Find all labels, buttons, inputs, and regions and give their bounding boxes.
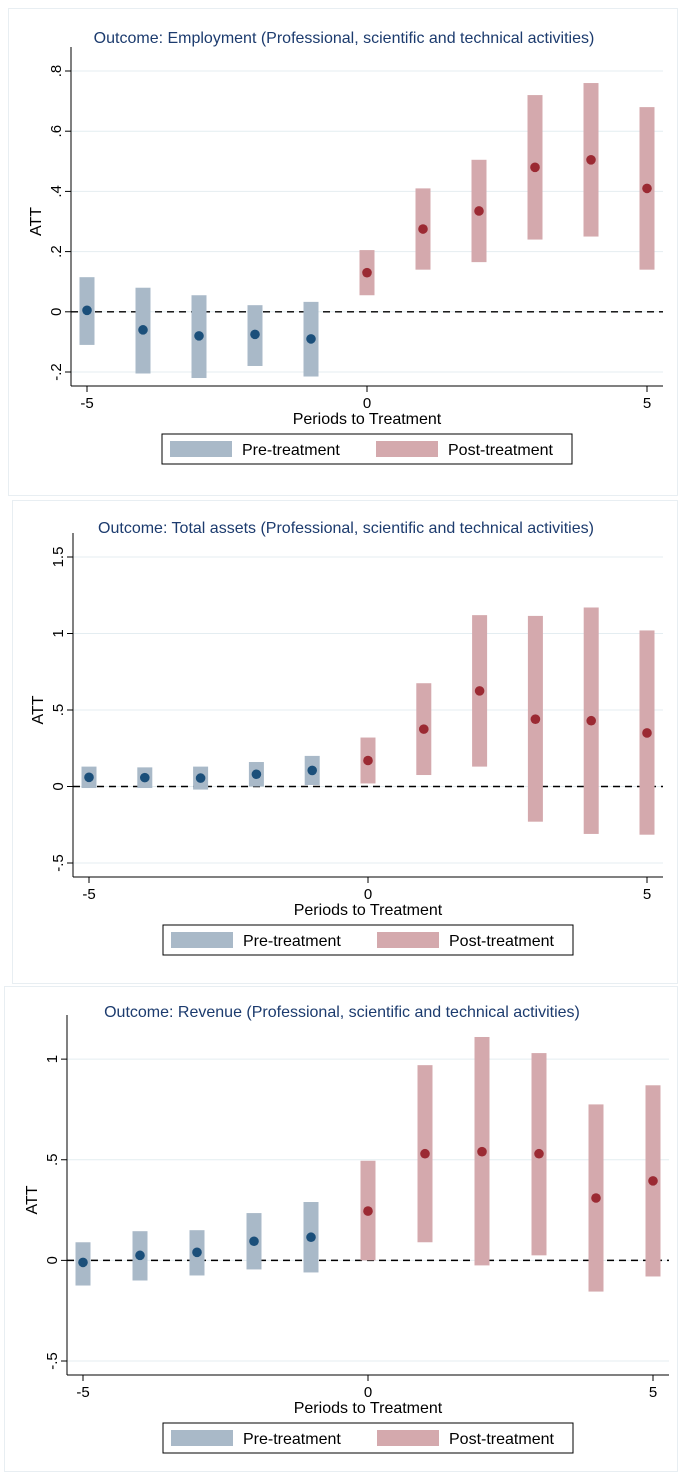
y-tick-label: 1	[50, 629, 67, 637]
x-tick-label: 0	[364, 886, 372, 903]
chart-panel-revenue: Outcome: Revenue (Professional, scientif…	[4, 986, 678, 1472]
x-axis-label: Periods to Treatment	[293, 411, 442, 428]
att-chart-employment: Outcome: Employment (Professional, scien…	[28, 30, 663, 465]
pre-treatment-point	[250, 329, 260, 340]
post-treatment-point	[474, 686, 485, 696]
x-axis-label: Periods to Treatment	[294, 1400, 443, 1417]
pre-treatment-point	[249, 1236, 259, 1247]
pre-treatment-point	[192, 1247, 202, 1258]
legend-swatch-post-treatment	[377, 1430, 439, 1446]
post-treatment-point	[586, 715, 596, 726]
post-treatment-point	[363, 1206, 373, 1216]
y-tick-label: 1	[44, 1055, 61, 1063]
legend-swatch-pre-treatment	[171, 1430, 233, 1446]
post-treatment-point	[418, 224, 428, 234]
x-tick-label: -5	[76, 1384, 89, 1401]
post-treatment-point	[648, 1176, 658, 1186]
pre-treatment-point	[84, 772, 94, 783]
post-treatment-point	[474, 206, 484, 216]
pre-treatment-point	[140, 772, 150, 783]
legend-label-post-treatment: Post-treatment	[449, 933, 554, 950]
x-axis-label: Periods to Treatment	[294, 902, 443, 919]
chart-panel-total-assets: Outcome: Total assets (Professional, sci…	[12, 500, 678, 984]
y-axis-label: ATT	[28, 207, 45, 236]
post-treatment-point	[530, 162, 540, 173]
pre-treatment-point	[195, 773, 206, 783]
x-tick-label: 5	[643, 395, 651, 412]
x-tick-label: -5	[82, 886, 95, 903]
y-tick-label: .2	[48, 245, 65, 258]
y-tick-label: 0	[50, 782, 67, 790]
post-treatment-point	[477, 1146, 487, 1157]
post-treatment-point	[362, 267, 372, 278]
y-tick-label: 0	[48, 308, 65, 316]
y-axis-label: ATT	[24, 1185, 41, 1214]
legend-swatch-pre-treatment	[170, 441, 232, 457]
pre-treatment-point	[306, 334, 316, 344]
chart-title: Outcome: Revenue (Professional, scientif…	[104, 1004, 580, 1021]
chart-title: Outcome: Employment (Professional, scien…	[94, 30, 595, 47]
post-treatment-point	[530, 714, 541, 724]
pre-treatment-point	[135, 1250, 145, 1261]
legend-swatch-pre-treatment	[171, 932, 233, 948]
post-treatment-point	[642, 183, 652, 194]
chart-title: Outcome: Total assets (Professional, sci…	[98, 520, 594, 537]
post-treatment-point	[591, 1193, 601, 1203]
legend-swatch-post-treatment	[377, 932, 439, 948]
x-tick-label: -5	[80, 395, 93, 412]
att-chart-revenue: Outcome: Revenue (Professional, scientif…	[24, 1004, 669, 1454]
y-tick-label: .5	[44, 1153, 61, 1166]
pre-treatment-point	[251, 769, 262, 780]
y-tick-label: 1.5	[50, 547, 67, 568]
x-tick-label: 0	[364, 1384, 372, 1401]
y-tick-label: .6	[48, 125, 65, 138]
x-tick-label: 5	[643, 886, 651, 903]
post-treatment-point	[534, 1148, 544, 1159]
pre-treatment-point	[82, 305, 92, 316]
pre-treatment-point	[138, 325, 148, 335]
y-tick-label: -.5	[44, 1352, 61, 1370]
post-treatment-point	[642, 728, 652, 738]
post-treatment-point	[419, 724, 429, 734]
pre-treatment-point	[306, 1232, 316, 1243]
legend-label-pre-treatment: Pre-treatment	[243, 933, 341, 950]
y-tick-label: -.5	[50, 854, 67, 872]
x-tick-label: 0	[363, 395, 371, 412]
post-treatment-point	[420, 1148, 430, 1159]
legend-label-post-treatment: Post-treatment	[449, 1431, 554, 1448]
y-tick-label: .8	[48, 65, 65, 78]
legend-swatch-post-treatment	[376, 441, 438, 457]
legend-label-pre-treatment: Pre-treatment	[242, 442, 340, 459]
post-treatment-point	[586, 154, 596, 165]
x-tick-label: 5	[649, 1384, 657, 1401]
legend-label-post-treatment: Post-treatment	[448, 442, 553, 459]
chart-panel-employment: Outcome: Employment (Professional, scien…	[8, 8, 678, 496]
att-chart-total-assets: Outcome: Total assets (Professional, sci…	[30, 520, 663, 956]
pre-treatment-point	[194, 331, 204, 341]
y-tick-label: .4	[48, 185, 65, 198]
y-tick-label: .5	[50, 704, 67, 717]
y-tick-label: 0	[44, 1256, 61, 1264]
pre-treatment-point	[78, 1257, 88, 1268]
pre-treatment-point	[307, 765, 318, 776]
y-axis-label: ATT	[30, 695, 47, 724]
y-tick-label: -.2	[48, 363, 65, 381]
legend-label-pre-treatment: Pre-treatment	[243, 1431, 341, 1448]
post-treatment-point	[363, 755, 373, 766]
